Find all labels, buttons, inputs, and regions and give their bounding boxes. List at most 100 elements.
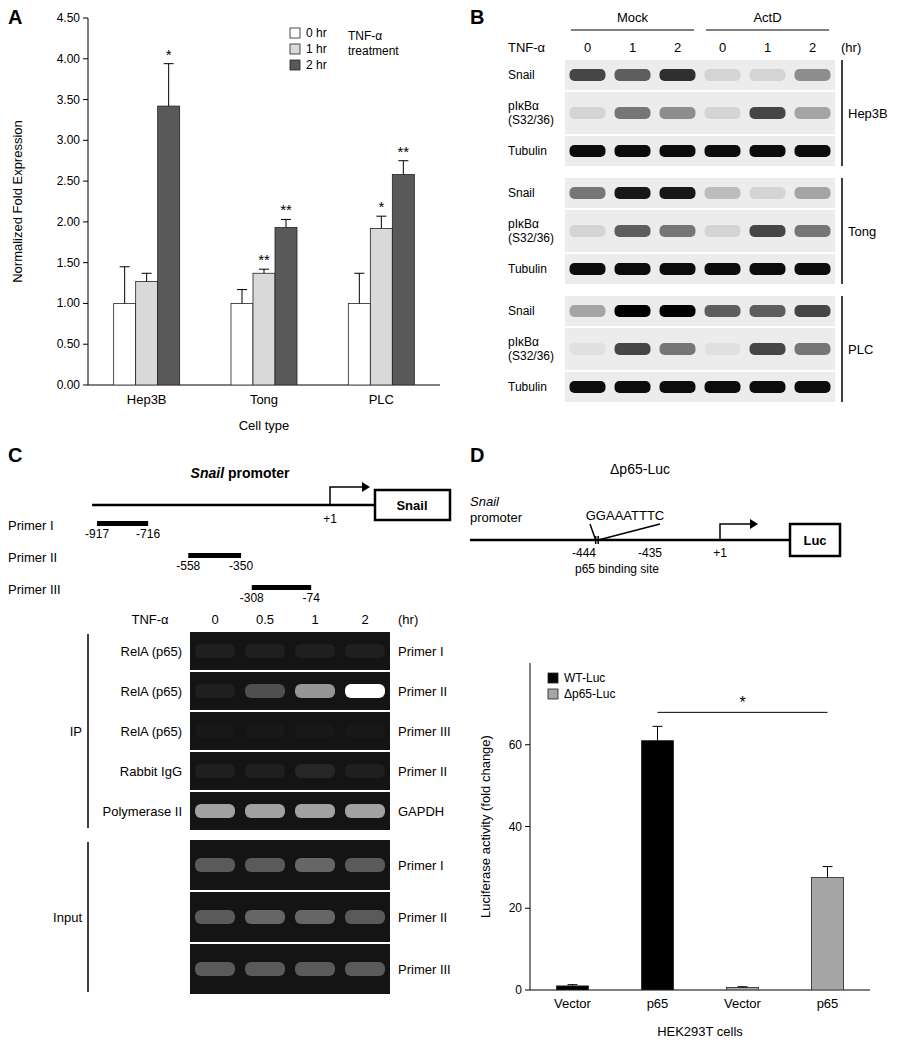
error-bar [398,161,408,175]
cell-line-label: Hep3B [848,106,888,121]
band [750,381,786,393]
error-line [146,273,147,281]
error-cap [259,269,269,270]
band [795,225,831,237]
row-label: Snail [508,68,535,82]
gel-strip [190,712,390,750]
marks [557,726,844,990]
band [570,145,606,157]
tick-label: 3.50 [57,93,81,107]
tick-label: 0.00 [57,378,81,392]
error-bar [738,986,748,988]
band [795,187,831,199]
band [295,764,335,778]
row-label: pIκBα [508,335,539,349]
legend-swatch [548,673,558,683]
significance: ** [280,201,292,218]
lane-label: 0.5 [256,612,274,627]
bar [370,228,392,385]
group-line [571,30,694,31]
tss-arrow [330,487,362,505]
legend-swatch [290,28,300,38]
figure: ABCD0.000.501.001.502.002.503.003.504.00… [0,0,900,1050]
bar [642,741,674,990]
target-label: GAPDH [398,804,444,819]
bar [348,303,370,385]
band [660,263,696,275]
group-bracket [87,842,89,992]
legend-swatch [290,60,300,70]
category-label: p65 [817,996,839,1011]
position-label: -917 [85,527,109,541]
band [345,910,385,924]
bar [557,986,589,990]
comparison-line [658,712,828,713]
error-bar [120,267,130,304]
category-label: Vector [554,996,592,1011]
tick-label: 4.00 [57,52,81,66]
tick-label: 1.00 [57,296,81,310]
error-cap [653,726,663,727]
group-label: Mock [617,10,649,25]
error-line [286,219,287,227]
treatment-label: TNF-α [508,40,546,55]
band [570,263,606,275]
tick [83,58,88,59]
band [195,724,235,738]
band [750,187,786,199]
legend-title: TNF-α [348,29,382,43]
tick [83,344,88,345]
antibody-label: RelA (p65) [121,644,182,659]
band [295,644,335,658]
position-label: -716 [136,527,160,541]
x-axis-label: Cell type [239,418,290,433]
zoom-line [598,524,660,540]
band [660,187,696,199]
row-label: Tubulin [508,380,547,394]
tick-label: 4.50 [57,11,81,25]
band [660,107,696,119]
title: Snail promoter [191,465,290,481]
group-label: ActD [753,10,781,25]
gene-box [375,490,450,520]
band [660,145,696,157]
gel-strip [190,892,390,942]
bar [275,228,297,385]
band [705,381,741,393]
error-bar [237,290,247,304]
tick-label: 20 [509,901,523,915]
category-label: p65 [647,996,669,1011]
band [660,69,696,81]
lane-label: 0 [719,40,726,55]
band [705,263,741,275]
cell-line-label: Tong [848,224,876,239]
band [570,381,606,393]
band [245,764,285,778]
tick [525,990,530,991]
band [750,263,786,275]
tss-arrow [720,524,750,540]
cell-bracket [841,178,843,284]
gel-strip [190,840,390,890]
marks [114,64,415,385]
annotations: * [658,694,828,712]
category-label: Vector [724,996,762,1011]
bar-chart: 0.000.501.001.502.002.503.003.504.004.50… [10,11,440,433]
row-label: (S32/36) [508,231,554,245]
band [750,305,786,317]
error-bar [823,867,833,878]
band [615,343,651,355]
band [795,69,831,81]
band [295,684,335,698]
significance: * [166,46,172,63]
band [345,962,385,976]
band [345,764,385,778]
significance: * [378,198,384,215]
blot-strip [565,178,835,208]
tick [83,262,88,263]
position-label: -444 [572,546,596,560]
error-cap [568,984,578,985]
error-bar [653,726,663,740]
row-label: (S32/36) [508,349,554,363]
tss-label: +1 [323,512,337,526]
